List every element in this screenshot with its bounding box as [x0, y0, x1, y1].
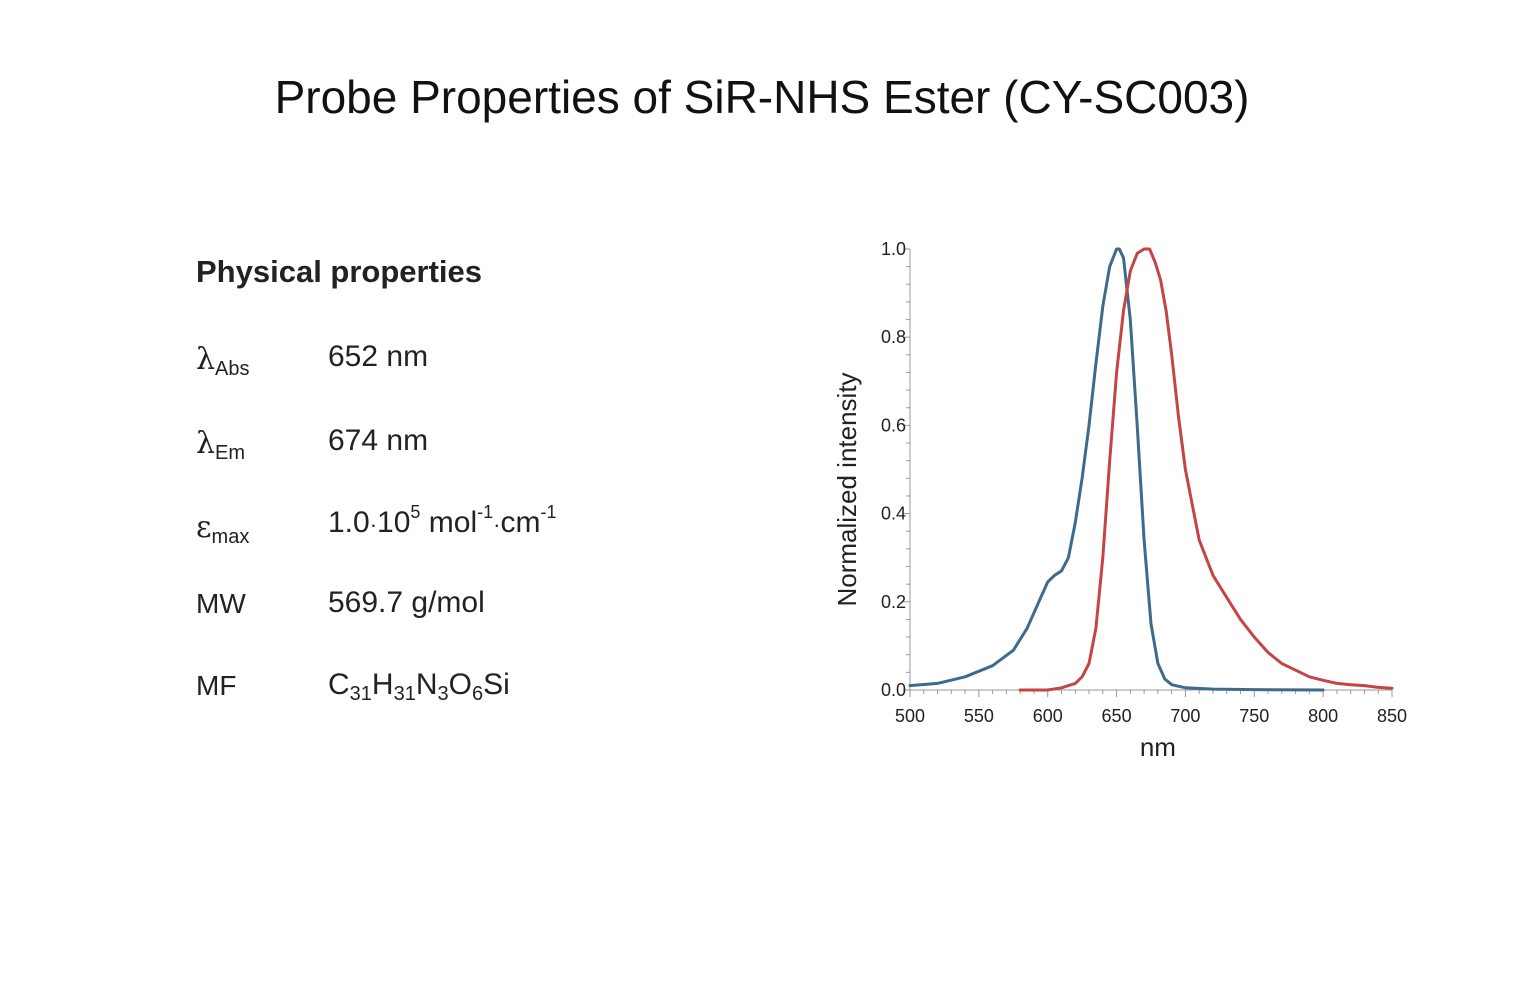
- lambda-symbol: λ: [196, 342, 216, 377]
- y-axis-label: Normalized intensity: [832, 372, 862, 606]
- mf-o-count: 6: [471, 683, 484, 705]
- lambda-symbol: λ: [196, 426, 216, 461]
- x-tick-label: 600: [1033, 706, 1063, 726]
- mf-n: N: [415, 668, 438, 701]
- y-tick-label: 0.2: [881, 592, 906, 612]
- mf-o: O: [448, 668, 472, 701]
- x-tick-label: 500: [895, 706, 925, 726]
- emission-curve: [1018, 247, 1394, 692]
- y-tick-label: 0.0: [881, 680, 906, 700]
- x-tick-label: 550: [964, 706, 994, 726]
- emax-unit2-exp: -1: [540, 502, 557, 522]
- emax-unit1-exp: -1: [477, 502, 494, 522]
- emax-value: 1.0·105 mol-1·cm-1: [328, 502, 556, 540]
- x-axis-label: nm: [1140, 732, 1176, 762]
- abs-value: 652 nm: [328, 340, 429, 373]
- emax-label: εmax: [196, 510, 250, 548]
- emax-dot: ·: [369, 512, 378, 537]
- mf-c-count: 31: [349, 683, 372, 705]
- emax-unit2: cm: [500, 506, 541, 539]
- mw-label: MW: [196, 588, 246, 619]
- emax-base: 10: [377, 506, 411, 539]
- x-tick-label: 800: [1308, 706, 1338, 726]
- emax-mantissa: 1.0: [328, 506, 370, 539]
- emax-dot-2: ·: [493, 512, 501, 537]
- abs-sub: Abs: [215, 358, 250, 380]
- absorbance-curve: [908, 247, 1325, 692]
- em-label: λEm: [196, 426, 246, 464]
- mf-h: H: [371, 668, 394, 701]
- mf-label: MF: [196, 670, 237, 701]
- x-tick-label: 750: [1239, 706, 1269, 726]
- emax-unit1: mol: [420, 506, 478, 539]
- y-tick-label: 0.8: [881, 327, 906, 347]
- section-title: Physical properties: [196, 254, 483, 289]
- em-value: 674 nm: [328, 424, 429, 457]
- mf-n-count: 3: [437, 683, 449, 705]
- emax-exp: 5: [410, 502, 421, 522]
- y-tick-label: 0.6: [881, 415, 906, 435]
- emax-sub: max: [211, 526, 250, 548]
- y-tick-label: 1.0: [881, 239, 906, 259]
- mw-value: 569.7 g/mol: [328, 586, 485, 619]
- em-sub: Em: [215, 442, 246, 464]
- mf-value: C31H31N3O6Si: [328, 668, 510, 705]
- x-tick-label: 650: [1102, 706, 1132, 726]
- abs-label: λAbs: [196, 342, 250, 380]
- mf-h-count: 31: [393, 683, 416, 705]
- page-title: Probe Properties of SiR-NHS Ester (CY-SC…: [274, 71, 1250, 123]
- mf-c: C: [328, 668, 350, 701]
- x-tick-label: 850: [1377, 706, 1407, 726]
- mf-si: Si: [483, 668, 510, 701]
- epsilon-symbol: ε: [196, 510, 212, 545]
- y-tick-label: 0.4: [881, 504, 906, 524]
- x-tick-label: 700: [1170, 706, 1200, 726]
